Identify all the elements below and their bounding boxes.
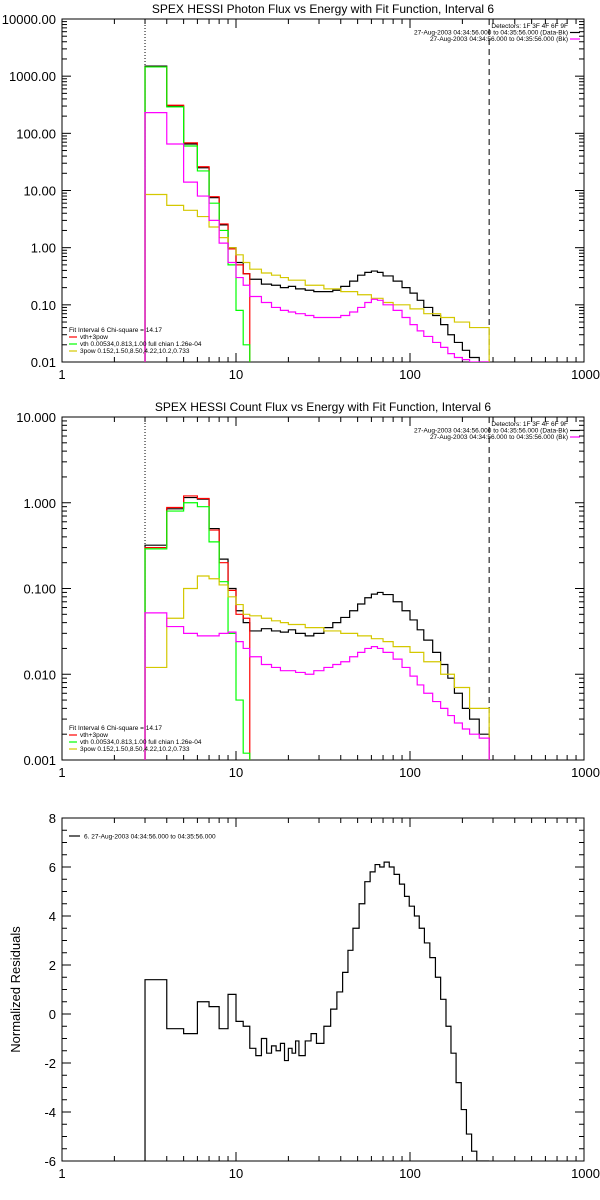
y-tick-label: 1.00 xyxy=(31,241,56,256)
y-tick-label: 10000.00 xyxy=(2,12,56,27)
info-line: 27-Aug-2003 04:34:56.000 to 04:35:56.000… xyxy=(430,36,568,43)
y-tick-label: 8 xyxy=(49,811,56,826)
y-axis-label: Normalized Residuals xyxy=(8,926,23,1053)
series-line-2 xyxy=(144,495,251,760)
y-tick-label: 10.00 xyxy=(23,184,56,199)
x-tick-label: 1 xyxy=(58,765,65,780)
series-line-3 xyxy=(144,502,251,760)
legend-label: vth+3pow xyxy=(80,732,108,739)
chart-3: 1 10 100 1000 -6 -4 -2 0 2 4 6 8 Normalized Residual… xyxy=(8,811,600,1181)
y-tick-label: 2 xyxy=(49,958,56,973)
x-tick-label: 1 xyxy=(58,1166,65,1181)
legend-label: 6. 27-Aug-2003 04:34:56.000 to 04:35:56.… xyxy=(84,834,216,841)
info-line: 27-Aug-2003 04:34:56.000 to 04:35:56.000… xyxy=(414,30,568,37)
y-tick-label: -6 xyxy=(44,1154,56,1169)
series-line-5 xyxy=(144,112,490,362)
series-line-4 xyxy=(144,575,490,760)
x-tick-label: 1000 xyxy=(571,367,600,382)
x-tick-label: 10 xyxy=(229,367,243,382)
legend-label: vth 0.00534,0.813,1.00 full chian 1.26e-… xyxy=(80,341,202,348)
y-tick-label: 0.010 xyxy=(23,667,56,682)
y-tick-label: 0.001 xyxy=(23,753,56,768)
y-tick-label: 0.01 xyxy=(31,355,56,370)
info-line: 27-Aug-2003 04:34:56.000 to 04:35:56.000… xyxy=(414,428,568,435)
y-tick-label: 0 xyxy=(49,1007,56,1022)
series-line-1 xyxy=(144,861,490,1161)
x-tick-label: 1000 xyxy=(571,1166,600,1181)
x-tick-label: 10 xyxy=(229,765,243,780)
legend-label: Fit Interval 6 Chi-square = 14.17 xyxy=(69,725,162,732)
series-line-2 xyxy=(144,66,251,362)
legend-label: Fit Interval 6 Chi-square = 14.17 xyxy=(69,327,162,334)
y-tick-label: 0.100 xyxy=(23,582,56,597)
y-tick-label: 1000.00 xyxy=(9,69,56,84)
chart-title: SPEX HESSI Photon Flux vs Energy with Fi… xyxy=(152,2,494,16)
plot-frame xyxy=(61,416,585,761)
info-line: Detectors: 1F 3F 4F 6F 9F xyxy=(491,23,568,30)
x-tick-label: 100 xyxy=(399,1166,421,1181)
y-tick-label: 100.00 xyxy=(16,126,56,141)
x-tick-label: 1000 xyxy=(571,765,600,780)
info-line: 27-Aug-2003 04:34:56.000 to 04:35:56.000… xyxy=(430,434,568,441)
y-tick-label: 1.000 xyxy=(23,496,56,511)
series-line-5 xyxy=(144,612,490,760)
legend-label: 3pow 0.152,1.50,8.50,4.22,10.2,0.733 xyxy=(80,746,190,753)
legend-label: vth 0.00534,0.813,1.00 full chian 1.26e-… xyxy=(80,739,202,746)
legend-label: 3pow 0.152,1.50,8.50,4.22,10.2,0.733 xyxy=(80,348,190,355)
plot-frame xyxy=(61,18,585,363)
y-tick-label: 4 xyxy=(49,909,56,924)
legend-label: vth+3pow xyxy=(80,334,108,341)
x-tick-label: 10 xyxy=(229,1166,243,1181)
x-tick-label: 100 xyxy=(399,367,421,382)
y-tick-label: 0.10 xyxy=(31,298,56,313)
y-tick-label: -2 xyxy=(44,1056,56,1071)
x-tick-label: 100 xyxy=(399,765,421,780)
y-tick-label: -4 xyxy=(44,1105,56,1120)
chart-2: SPEX HESSI Count Flux vs Energy with Fit… xyxy=(16,400,600,780)
info-line: Detectors: 1F 3F 4F 6F 9F xyxy=(491,421,568,428)
x-tick-label: 1 xyxy=(58,367,65,382)
plot-frame xyxy=(61,817,585,1162)
chart-title: SPEX HESSI Count Flux vs Energy with Fit… xyxy=(155,400,491,414)
series-line-4 xyxy=(144,193,490,362)
chart-1: SPEX HESSI Photon Flux vs Energy with Fi… xyxy=(2,2,600,382)
series-line-3 xyxy=(144,66,251,362)
y-tick-label: 10.000 xyxy=(16,410,56,425)
y-tick-label: 6 xyxy=(49,860,56,875)
series-line-1 xyxy=(144,496,490,760)
